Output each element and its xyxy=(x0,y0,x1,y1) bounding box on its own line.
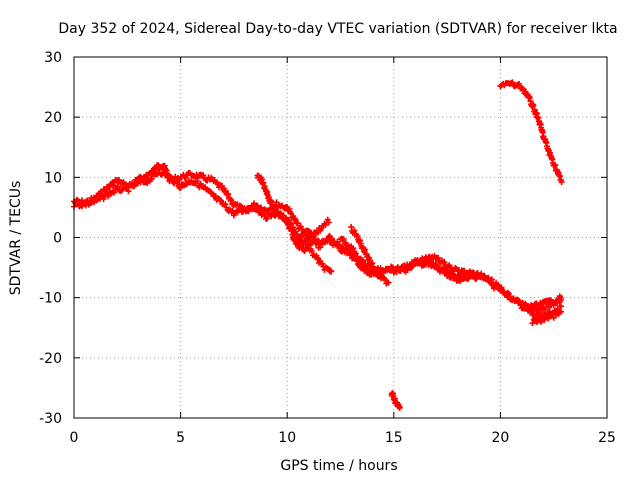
x-tick-label: 5 xyxy=(176,430,185,446)
x-tick-label: 0 xyxy=(70,430,79,446)
series-track-branch-6 xyxy=(420,252,481,281)
x-tick-label: 10 xyxy=(278,430,296,446)
series-track-tail-1 xyxy=(518,293,564,312)
x-tick-label: 25 xyxy=(598,430,616,446)
series-track-branch-5 xyxy=(348,223,392,287)
y-axis-label: SDTVAR / TECUs xyxy=(8,181,24,296)
series-markers xyxy=(518,293,564,312)
series-markers xyxy=(497,79,565,186)
series-track-upper xyxy=(497,79,565,186)
series-markers xyxy=(529,308,564,327)
series-track-tail-2 xyxy=(529,308,564,327)
x-axis-label: GPS time / hours xyxy=(280,458,397,474)
axis-ticks: 0 5 10 15 20 25 -30 -20 -10 0 10 20 30 xyxy=(39,50,616,446)
x-tick-label: 15 xyxy=(385,430,403,446)
series-track-branch-4 xyxy=(337,235,375,278)
y-tick-label: -20 xyxy=(39,351,62,367)
y-tick-label: 20 xyxy=(44,110,62,126)
series-markers xyxy=(420,252,481,281)
series-track-branch-2 xyxy=(294,216,332,248)
x-tick-label: 20 xyxy=(491,430,509,446)
series-markers xyxy=(388,390,403,411)
series-track-low xyxy=(388,390,403,411)
y-tick-label: -30 xyxy=(39,411,62,427)
series-markers xyxy=(337,235,375,278)
series-track-branch-3 xyxy=(305,245,335,275)
series-markers xyxy=(294,216,332,248)
chart-title: Day 352 of 2024, Sidereal Day-to-day VTE… xyxy=(58,21,617,37)
series-markers xyxy=(305,245,335,275)
series-markers xyxy=(348,223,392,287)
data-points xyxy=(71,79,565,411)
y-tick-label: 0 xyxy=(53,231,62,247)
y-tick-label: 10 xyxy=(44,170,62,186)
y-tick-label: 30 xyxy=(44,50,62,66)
y-tick-label: -10 xyxy=(39,291,62,307)
